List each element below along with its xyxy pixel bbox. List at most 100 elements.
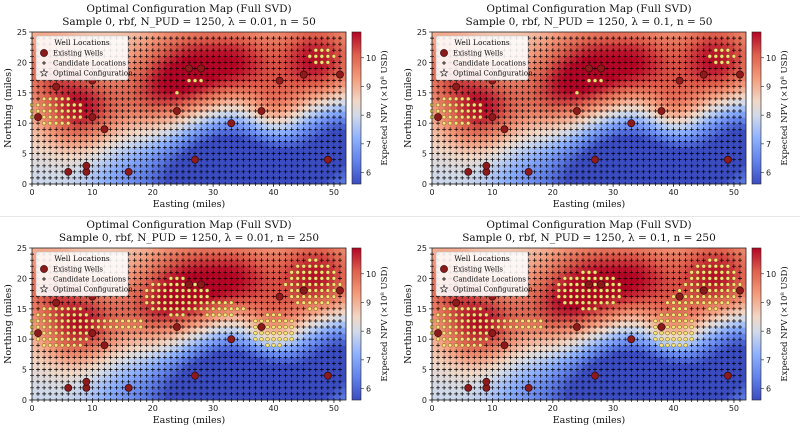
heatmap-cell bbox=[558, 147, 566, 155]
heatmap-cell bbox=[261, 363, 269, 371]
optimal-well-marker bbox=[265, 331, 270, 336]
heatmap-cell bbox=[158, 375, 166, 383]
heatmap-cell bbox=[450, 357, 457, 365]
heatmap-cell bbox=[468, 141, 475, 149]
heatmap-cell bbox=[291, 278, 299, 286]
heatmap-cell bbox=[267, 86, 275, 94]
heatmap-cell bbox=[522, 314, 530, 322]
heatmap-cell bbox=[522, 302, 530, 310]
heatmap-cell bbox=[285, 272, 293, 279]
heatmap-cell bbox=[68, 86, 75, 94]
heatmap-cell bbox=[249, 387, 257, 395]
heatmap-cell bbox=[486, 339, 493, 346]
heatmap-cell bbox=[595, 111, 602, 118]
heatmap-cell bbox=[474, 165, 481, 173]
optimal-well-marker bbox=[307, 282, 312, 287]
heatmap-cell bbox=[98, 320, 106, 328]
heatmap-cell bbox=[739, 80, 746, 88]
heatmap-cell bbox=[170, 248, 178, 255]
heatmap-cell bbox=[528, 123, 536, 130]
heatmap-cell bbox=[273, 248, 281, 255]
heatmap-cell bbox=[438, 86, 445, 94]
optimal-well-marker bbox=[90, 324, 95, 330]
heatmap-cell bbox=[613, 32, 620, 39]
heatmap-cell bbox=[38, 393, 45, 400]
heatmap-cell bbox=[261, 375, 269, 383]
heatmap-cell bbox=[468, 351, 475, 359]
optimal-well-marker bbox=[719, 60, 724, 65]
heatmap-cell bbox=[601, 153, 608, 161]
heatmap-cell bbox=[176, 159, 184, 167]
heatmap-cell bbox=[679, 111, 687, 118]
heatmap-cell bbox=[297, 351, 305, 359]
heatmap-cell bbox=[570, 177, 578, 184]
heatmap-cell bbox=[140, 381, 148, 389]
heatmap-cell bbox=[546, 44, 554, 51]
heatmap-cell bbox=[516, 32, 524, 39]
heatmap-cell bbox=[152, 266, 160, 273]
heatmap-cell bbox=[116, 351, 124, 359]
heatmap-cell bbox=[528, 62, 536, 70]
heatmap-cell bbox=[158, 254, 166, 261]
heatmap-cell bbox=[492, 296, 500, 304]
heatmap-cell bbox=[339, 308, 346, 316]
heatmap-cell bbox=[195, 74, 202, 82]
heatmap-cell bbox=[50, 117, 57, 124]
heatmap-cell bbox=[267, 327, 275, 334]
existing-well-marker bbox=[82, 161, 91, 170]
heatmap-cell bbox=[273, 339, 281, 346]
heatmap-cell bbox=[56, 375, 63, 383]
heatmap-cell bbox=[504, 129, 512, 136]
heatmap-cell bbox=[255, 339, 263, 346]
heatmap-cell bbox=[62, 117, 69, 124]
heatmap-cell bbox=[522, 177, 530, 184]
heatmap-cell bbox=[255, 86, 263, 94]
heatmap-cell bbox=[170, 62, 178, 70]
heatmap-cell bbox=[510, 345, 518, 352]
heatmap-cell bbox=[158, 278, 166, 286]
heatmap-cell bbox=[558, 68, 566, 76]
heatmap-cell bbox=[733, 129, 741, 136]
heatmap-cell bbox=[546, 147, 554, 155]
heatmap-cell bbox=[176, 38, 184, 45]
heatmap-cell bbox=[104, 141, 112, 149]
optimal-well-marker bbox=[725, 60, 730, 65]
heatmap-cell bbox=[291, 98, 299, 106]
heatmap-cell bbox=[540, 302, 548, 310]
heatmap-cell bbox=[152, 153, 160, 161]
heatmap-cell bbox=[468, 123, 475, 130]
heatmap-cell bbox=[444, 104, 451, 112]
heatmap-cell bbox=[309, 272, 317, 279]
heatmap-cell bbox=[44, 296, 51, 304]
heatmap-cell bbox=[279, 141, 287, 149]
heatmap-cell bbox=[176, 123, 184, 130]
heatmap-cell bbox=[462, 111, 469, 118]
heatmap-cell bbox=[261, 135, 269, 143]
optimal-well-marker bbox=[48, 306, 53, 311]
optimal-well-marker bbox=[60, 102, 65, 108]
heatmap-cell bbox=[333, 302, 341, 310]
heatmap-cell bbox=[273, 278, 281, 286]
heatmap-cell bbox=[207, 381, 214, 389]
heatmap-cell bbox=[182, 308, 190, 316]
heatmap-cell bbox=[261, 320, 269, 328]
heatmap-cell bbox=[98, 345, 106, 352]
heatmap-cell bbox=[122, 159, 130, 167]
heatmap-cell bbox=[504, 32, 512, 39]
heatmap-cell bbox=[207, 254, 214, 261]
optimal-well-marker bbox=[313, 54, 318, 59]
heatmap-cell bbox=[86, 387, 93, 395]
colorbar-tick-label: 8 bbox=[366, 111, 371, 120]
heatmap-cell bbox=[92, 117, 100, 124]
heatmap-cell bbox=[110, 104, 118, 112]
heatmap-cell bbox=[273, 327, 281, 334]
heatmap-cell bbox=[321, 44, 329, 51]
heatmap-cell bbox=[522, 129, 530, 136]
heatmap-cell bbox=[140, 165, 148, 173]
optimal-well-marker bbox=[60, 318, 65, 324]
heatmap-cell bbox=[122, 333, 130, 340]
heatmap-cell bbox=[643, 104, 650, 112]
heatmap-cell bbox=[279, 387, 287, 395]
heatmap-cell bbox=[432, 351, 439, 359]
heatmap-cell bbox=[80, 129, 87, 136]
